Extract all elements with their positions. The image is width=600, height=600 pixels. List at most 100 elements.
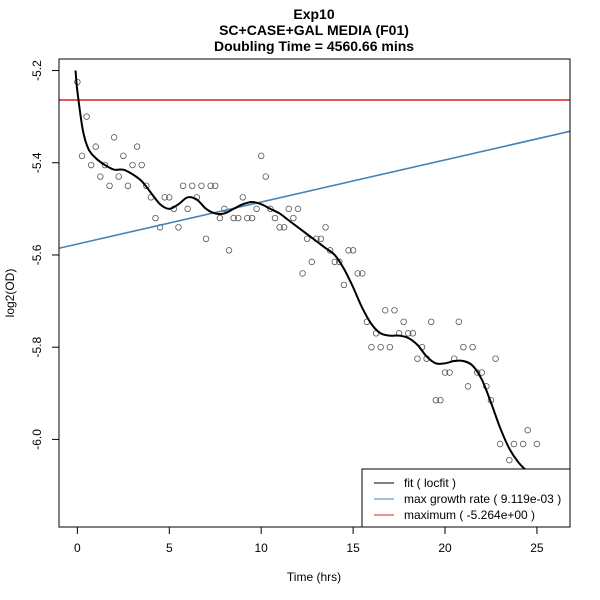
data-point: [262, 173, 269, 180]
data-point: [386, 343, 394, 351]
data-point: [92, 143, 99, 150]
data-point: [271, 214, 279, 222]
data-point: [280, 224, 288, 231]
data-point: [290, 214, 297, 222]
data-point: [345, 247, 352, 254]
x-axis-label: Time (hrs): [287, 570, 341, 584]
data-point: [294, 205, 302, 213]
data-point: [221, 205, 228, 213]
data-point: [400, 318, 407, 326]
data-point: [115, 173, 122, 180]
y-tick-label: -5.6: [30, 244, 44, 265]
data-point: [409, 330, 417, 337]
chart-title: Exp10: [293, 6, 334, 22]
data-point: [432, 397, 440, 404]
chart-doubling-time: Doubling Time = 4560.66 mins: [214, 38, 414, 54]
x-tick-label: 0: [74, 541, 81, 555]
data-point: [336, 258, 343, 266]
data-point: [354, 270, 361, 277]
legend-label: fit ( locfit ): [404, 476, 456, 490]
data-point: [349, 247, 357, 254]
max-growth-line: [59, 130, 570, 250]
x-tick-label: 25: [530, 541, 544, 555]
y-tick-label: -6.0: [30, 429, 44, 450]
data-point: [83, 113, 90, 120]
legend-box: [361, 468, 571, 528]
data-point: [299, 270, 306, 277]
data-point: [303, 235, 311, 243]
data-point: [257, 152, 265, 160]
data-point: [175, 224, 182, 231]
chart-subtitle: SC+CASE+GAL MEDIA (F01): [219, 22, 409, 38]
data-point: [377, 343, 384, 351]
data-point: [166, 194, 173, 201]
data-point: [519, 440, 527, 448]
data-point: [533, 440, 541, 448]
data-point: [152, 214, 159, 222]
data-point: [276, 224, 283, 231]
data-point: [101, 161, 109, 169]
fit-curve: [74, 70, 570, 490]
x-tick-label: 20: [438, 541, 452, 555]
data-point: [285, 205, 292, 213]
data-point: [230, 214, 237, 222]
y-tick-label: -5.8: [30, 337, 44, 358]
data-point: [308, 258, 315, 266]
data-point: [239, 194, 247, 201]
y-tick-label: -5.2: [30, 60, 44, 81]
data-point: [129, 161, 136, 169]
data-point: [143, 182, 150, 189]
data-point: [437, 397, 444, 404]
data-point: [469, 343, 476, 351]
data-point: [198, 182, 205, 189]
data-point: [368, 343, 375, 351]
data-point: [138, 161, 145, 169]
data-point: [317, 235, 325, 243]
data-point: [455, 318, 462, 326]
data-point: [120, 152, 127, 160]
data-point: [161, 194, 168, 201]
data-point: [322, 224, 329, 231]
data-point: [87, 161, 95, 169]
data-point: [506, 456, 513, 464]
legend-label: max growth rate ( 9.119e-03 ): [404, 492, 561, 506]
x-tick-label: 10: [255, 541, 269, 555]
plot-frame: [58, 58, 571, 528]
legend-label: maximum ( -5.264e+00 ): [404, 508, 535, 522]
y-tick-label: -5.4: [30, 152, 44, 173]
y-axis: -5.2 -5.4 -5.6 -5.8 -6.0: [30, 60, 60, 450]
data-point: [359, 270, 366, 277]
data-point: [340, 281, 348, 289]
data-point: [184, 205, 191, 213]
data-point: [189, 182, 196, 189]
data-point: [106, 182, 113, 189]
data-point: [382, 307, 389, 314]
data-point: [510, 440, 518, 448]
data-point: [464, 383, 472, 390]
data-point: [428, 318, 435, 326]
data-point: [110, 134, 118, 141]
data-point: [331, 258, 338, 266]
data-point: [179, 182, 187, 189]
data-point: [212, 182, 219, 189]
data-point: [225, 247, 233, 254]
data-point: [446, 369, 453, 376]
data-point: [202, 235, 210, 243]
plot-area: [59, 70, 570, 490]
data-point: [124, 182, 132, 189]
data-point: [244, 214, 251, 222]
data-point: [496, 440, 504, 448]
data-point: [207, 182, 214, 189]
data-point: [253, 205, 260, 213]
data-point: [460, 343, 467, 351]
data-point: [133, 143, 141, 150]
data-point: [216, 214, 224, 222]
x-tick-label: 15: [346, 541, 360, 555]
data-point: [441, 369, 449, 376]
data-point: [78, 152, 86, 160]
data-point: [235, 214, 242, 222]
data-point: [524, 426, 531, 434]
legend: fit ( locfit ) max growth rate ( 9.119e-0…: [361, 468, 571, 528]
x-axis: 0 5 10 15 20 25: [74, 526, 544, 555]
